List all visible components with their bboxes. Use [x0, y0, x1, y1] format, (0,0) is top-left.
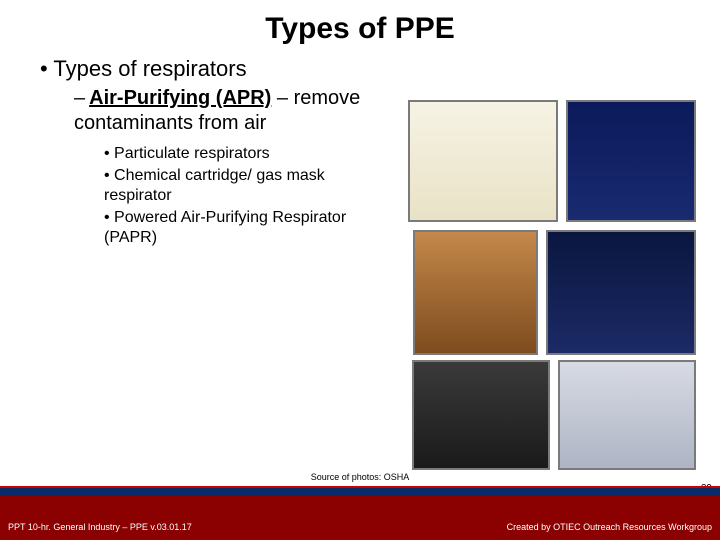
image-cartridge-respirator	[546, 230, 696, 355]
slide-title: Types of PPE	[0, 0, 720, 46]
bullet-level3-3: Powered Air-Purifying Respirator (PAPR)	[104, 208, 384, 248]
image-papr-helmet	[558, 360, 696, 470]
bullet-level2: –Air-Purifying (APR) – remove contaminan…	[74, 86, 394, 136]
image-row-lower	[412, 360, 696, 470]
footer-left-text: PPT 10-hr. General Industry – PPE v.03.0…	[8, 522, 192, 532]
sub-bold: Air-Purifying (APR)	[89, 87, 271, 109]
image-fullface-respirator	[566, 100, 696, 222]
footer-bar	[0, 496, 720, 540]
image-row-top	[408, 100, 696, 222]
image-halfmask-worker	[413, 230, 538, 355]
bullet-level1: Types of respirators	[40, 56, 680, 82]
footer-right-text: Created by OTIEC Outreach Resources Work…	[507, 522, 712, 532]
image-papr-hose	[412, 360, 550, 470]
footer-accent-bar	[0, 486, 720, 496]
image-row-middle	[413, 230, 696, 355]
bullet-level3-2: Chemical cartridge/ gas mask respirator	[104, 166, 384, 206]
bullet-level3-1: Particulate respirators	[104, 144, 384, 164]
photo-source: Source of photos: OSHA	[0, 472, 720, 482]
dash: –	[74, 87, 85, 109]
image-n95-mask	[408, 100, 558, 222]
